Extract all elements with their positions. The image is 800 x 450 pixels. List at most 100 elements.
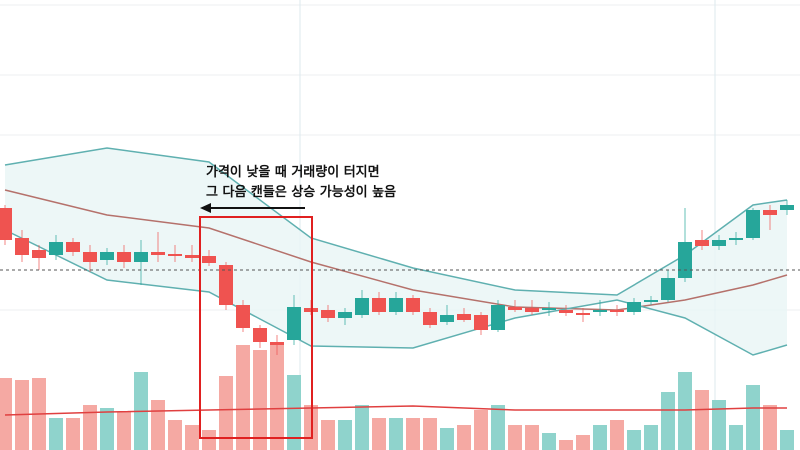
volume-bar <box>66 418 80 450</box>
volume-bar <box>202 430 216 450</box>
volume-bar <box>644 425 658 450</box>
annotation: 가격이 낮을 때 거래량이 터지면 <box>206 164 380 180</box>
volume-bar <box>0 378 12 450</box>
candle-body <box>32 250 46 258</box>
volume-bar <box>729 425 743 450</box>
volume-bar <box>270 345 284 450</box>
volume-bar <box>457 425 471 450</box>
candle-body <box>202 256 216 263</box>
candle-body <box>236 305 250 328</box>
candle-body <box>219 265 233 305</box>
candle-body <box>746 210 760 238</box>
volume-bar <box>559 440 573 450</box>
volume-bar <box>542 433 556 450</box>
highlight-box <box>199 216 313 439</box>
candle-body <box>491 305 505 330</box>
candle-body <box>117 252 131 262</box>
volume-bar <box>780 430 794 450</box>
candle-body <box>253 328 267 342</box>
volume-bar <box>525 425 539 450</box>
candle-body <box>66 242 80 252</box>
candle-body <box>695 240 709 246</box>
volume-bar <box>321 420 335 450</box>
volume-bar <box>83 405 97 450</box>
volume-bar <box>576 435 590 450</box>
candle-body <box>100 252 114 260</box>
candle-body <box>474 315 488 330</box>
volume-bar <box>440 428 454 450</box>
candle-body <box>678 242 692 278</box>
volume-bar <box>474 410 488 450</box>
candle-body <box>423 312 437 325</box>
candle-body <box>644 300 658 302</box>
plot <box>0 147 794 450</box>
candle-body <box>627 302 641 312</box>
candle-body <box>576 313 590 315</box>
volume-bar <box>695 390 709 450</box>
volume-bar <box>389 418 403 450</box>
candle-body <box>457 314 471 320</box>
volume-bar <box>627 430 641 450</box>
annotation: 그 다음 캔들은 상승 가능성이 높음 <box>206 184 396 200</box>
candle-body <box>508 307 522 310</box>
candle-body <box>525 308 539 312</box>
candle-body <box>780 205 794 210</box>
candle-body <box>542 308 556 310</box>
volume-bar <box>219 376 233 450</box>
volume-bar <box>49 418 63 450</box>
candle-body <box>712 240 726 246</box>
volume-bar <box>406 418 420 450</box>
volume-bar <box>185 425 199 450</box>
volume-bar <box>151 400 165 450</box>
candle-body <box>559 310 573 313</box>
candle-body <box>355 298 369 315</box>
volume-bar <box>746 385 760 450</box>
candle-body <box>287 307 301 340</box>
candle-body <box>406 298 420 312</box>
volume-bar <box>287 375 301 450</box>
candle-body <box>763 210 777 215</box>
arrow-head <box>200 203 211 213</box>
volume-bar <box>117 412 131 450</box>
volume-bar <box>236 345 250 450</box>
candle-body <box>270 342 284 345</box>
volume-bar <box>491 405 505 450</box>
candle-body <box>151 252 165 255</box>
volume-bar <box>593 425 607 450</box>
volume-bar <box>338 420 352 450</box>
volume-bar <box>355 405 369 450</box>
candle-body <box>440 315 454 322</box>
candle-body <box>185 255 199 258</box>
band-fill <box>5 148 787 355</box>
candle-body <box>168 254 182 256</box>
indicator-line <box>4 229 788 356</box>
candle-body <box>134 252 148 262</box>
indicator-line <box>4 147 788 296</box>
candle-body <box>83 252 97 262</box>
volume-bar <box>508 425 522 450</box>
candle-body <box>338 312 352 318</box>
candle-body <box>49 242 63 255</box>
volume-bar <box>168 420 182 450</box>
indicator-line <box>4 405 787 416</box>
candle-body <box>389 298 403 312</box>
volume-bar <box>678 372 692 450</box>
candle-body <box>0 208 12 240</box>
candle-body <box>593 310 607 312</box>
candle-body <box>15 238 29 255</box>
volume-bar <box>712 400 726 450</box>
candle-body <box>610 310 624 312</box>
indicator-line <box>4 189 788 311</box>
volume-bar <box>372 418 386 450</box>
volume-bar <box>661 392 675 450</box>
volume-bar <box>423 418 437 450</box>
volume-bar <box>610 420 624 450</box>
volume-bar <box>763 405 777 450</box>
volume-bar <box>253 350 267 450</box>
volume-bar <box>100 408 114 450</box>
candle-body <box>321 310 335 318</box>
candle-body <box>661 278 675 300</box>
candle-body <box>372 298 386 312</box>
candle-body <box>729 238 743 240</box>
